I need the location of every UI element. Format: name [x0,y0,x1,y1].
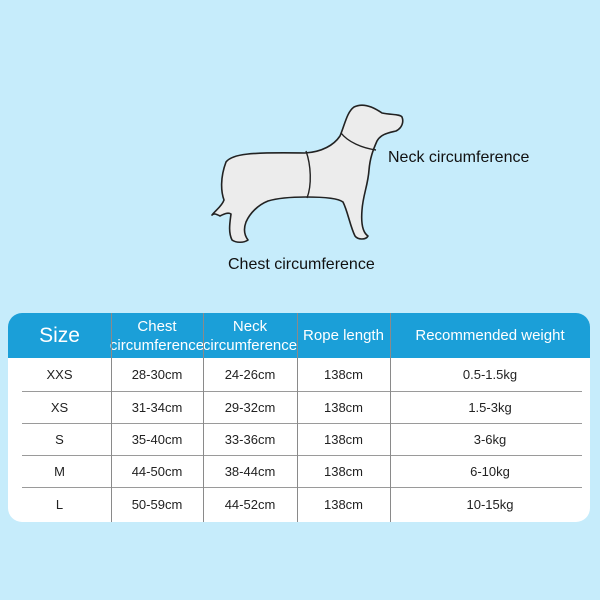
column-divider [297,313,298,522]
cell-rope-length: 138cm [323,463,364,479]
cell-chest: 44-50cm [131,463,183,479]
cell-neck: 24-26cm [224,367,276,382]
cell-rope-length: 138cm [323,367,364,382]
cell-weight: 0.5-1.5kg [462,367,518,382]
cell-size: XS [50,399,69,415]
cell-weight: 10-15kg [466,497,514,512]
cell-size: S [55,431,64,447]
cell-weight: 6-10kg [470,463,510,479]
cell-weight: 3-6kg [473,431,507,447]
cell-neck: 44-52cm [224,497,276,512]
neck-strap [340,132,377,151]
column-divider [111,313,112,522]
neck-circumference-label: Neck circumference [388,149,530,166]
cell-size: L [55,497,64,512]
cell-neck: 38-44cm [224,463,276,479]
cell-weight: 1.5-3kg [468,399,512,415]
row-divider [22,487,582,488]
cell-size: XXS [46,367,73,382]
cell-chest: 50-59cm [131,497,183,512]
cell-rope-length: 138cm [323,399,364,415]
chest-strap [305,150,311,199]
cell-rope-length: 138cm [323,497,364,512]
cell-chest: 31-34cm [131,399,183,415]
cell-neck: 33-36cm [224,431,276,447]
row-divider [22,423,582,424]
column-divider [390,313,391,522]
header-size: Size [39,324,80,347]
header-weight: Recommended weight [415,327,565,344]
header-neck: Neck circumference [202,317,298,354]
row-divider [22,391,582,392]
header-chest: Chest circumference [109,317,205,354]
cell-chest: 28-30cm [131,367,183,382]
header-rope-length: Rope length [303,327,384,344]
dog-outline-illustration [211,104,404,244]
dog-body [211,104,404,244]
row-divider [22,455,582,456]
cell-neck: 29-32cm [224,399,276,415]
cell-size: M [54,463,65,479]
size-chart-table: Size Chest circumference Neck circumferenc… [8,313,590,522]
cell-rope-length: 138cm [323,431,364,447]
cell-chest: 35-40cm [131,431,183,447]
column-divider [203,313,204,522]
table-header [8,313,590,358]
chest-circumference-label: Chest circumference [228,256,375,273]
